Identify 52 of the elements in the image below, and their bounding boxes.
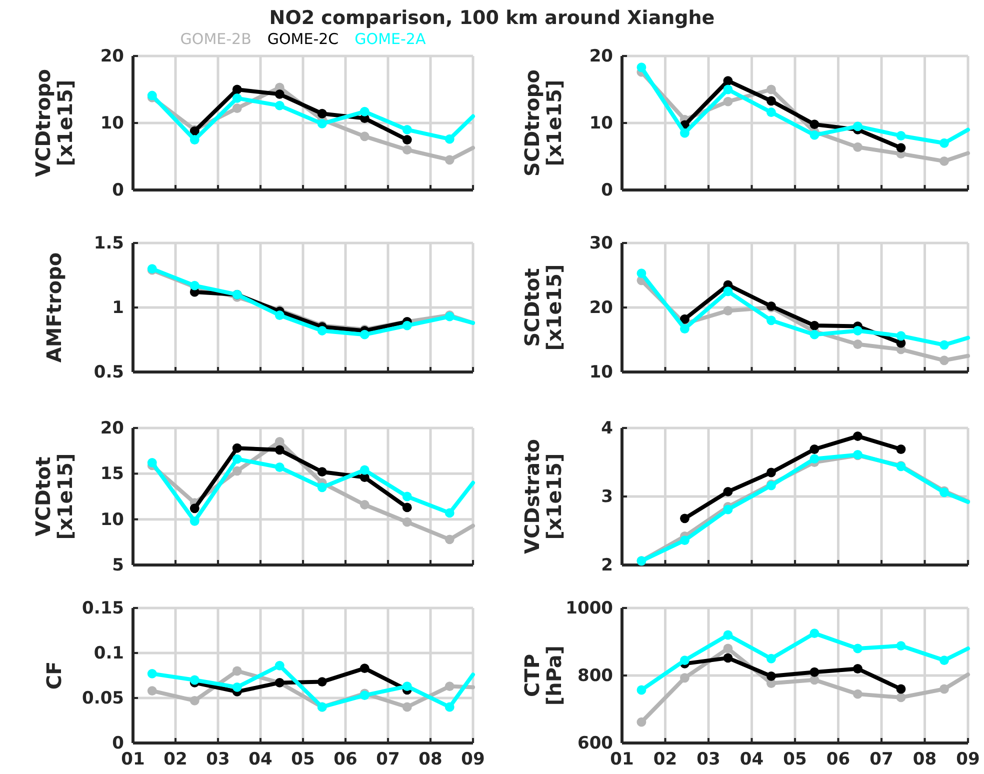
- y-tick-label: 800: [578, 666, 614, 686]
- y-axis-title: VCDstrato [x1e15]: [520, 439, 566, 554]
- y-tick-label: 0: [112, 180, 124, 200]
- y-tick-label: 20: [100, 418, 124, 438]
- x-tick-label: 06: [334, 750, 358, 770]
- x-tick-label: 07: [870, 750, 894, 770]
- x-tick-label: 05: [783, 750, 807, 770]
- y-tick-label: 0.5: [94, 362, 124, 382]
- x-tick-label: 04: [740, 750, 764, 770]
- y-tick-label: 10: [589, 362, 614, 382]
- y-tick-label: 20: [100, 46, 124, 66]
- x-tick-label: 09: [956, 750, 980, 770]
- y-tick-label: 3: [601, 486, 613, 507]
- y-tick-label: 10: [100, 510, 124, 530]
- y-axis-title: VCDtropo [x1e15]: [31, 69, 77, 177]
- y-tick-label: 20: [589, 46, 614, 66]
- text: GOME-2B: [180, 30, 252, 48]
- y-tick-label: 0.05: [82, 688, 124, 708]
- x-tick-label: 09: [461, 750, 485, 770]
- y-axis-title: AMFtropo: [42, 252, 66, 363]
- y-tick-label: 20: [589, 298, 614, 318]
- x-tick-label: 05: [291, 750, 315, 770]
- y-tick-label: 15: [100, 464, 124, 484]
- x-tick-label: 04: [248, 750, 272, 770]
- chart-title: NO2 comparison, 100 km around Xianghe: [269, 7, 715, 29]
- y-axis-title: SCDtot [x1e15]: [520, 264, 566, 351]
- x-tick-label: 03: [696, 750, 720, 770]
- y-tick-label: 1.5: [94, 233, 124, 254]
- text: GOME-2A: [354, 30, 426, 48]
- y-axis-title: SCDtropo [x1e15]: [520, 70, 566, 176]
- y-tick-label: 1: [112, 298, 124, 318]
- y-tick-label: 30: [589, 233, 614, 254]
- y-tick-label: 2: [601, 555, 613, 576]
- y-tick-label: 0: [601, 180, 614, 200]
- y-axis-title: VCDtot [x1e15]: [31, 453, 77, 540]
- x-tick-label: 03: [206, 750, 230, 770]
- x-tick-label: 02: [653, 750, 678, 770]
- y-tick-label: 5: [112, 555, 124, 576]
- y-axis-title: CF: [42, 661, 66, 690]
- y-tick-label: 4: [601, 418, 614, 438]
- y-tick-label: 1000: [566, 598, 614, 618]
- y-tick-label: 10: [589, 113, 614, 134]
- x-tick-label: 02: [164, 750, 188, 770]
- x-tick-label: 06: [826, 750, 850, 770]
- y-axis-title: CTP [hPa]: [520, 645, 566, 706]
- y-tick-label: 0.1: [94, 643, 124, 664]
- y-tick-label: 10: [100, 113, 124, 134]
- text: GOME-2C: [267, 30, 339, 48]
- x-tick-label: 07: [376, 750, 400, 770]
- x-tick-label: 08: [418, 750, 442, 770]
- y-tick-label: 0.15: [82, 598, 124, 618]
- x-tick-label: 08: [912, 750, 937, 770]
